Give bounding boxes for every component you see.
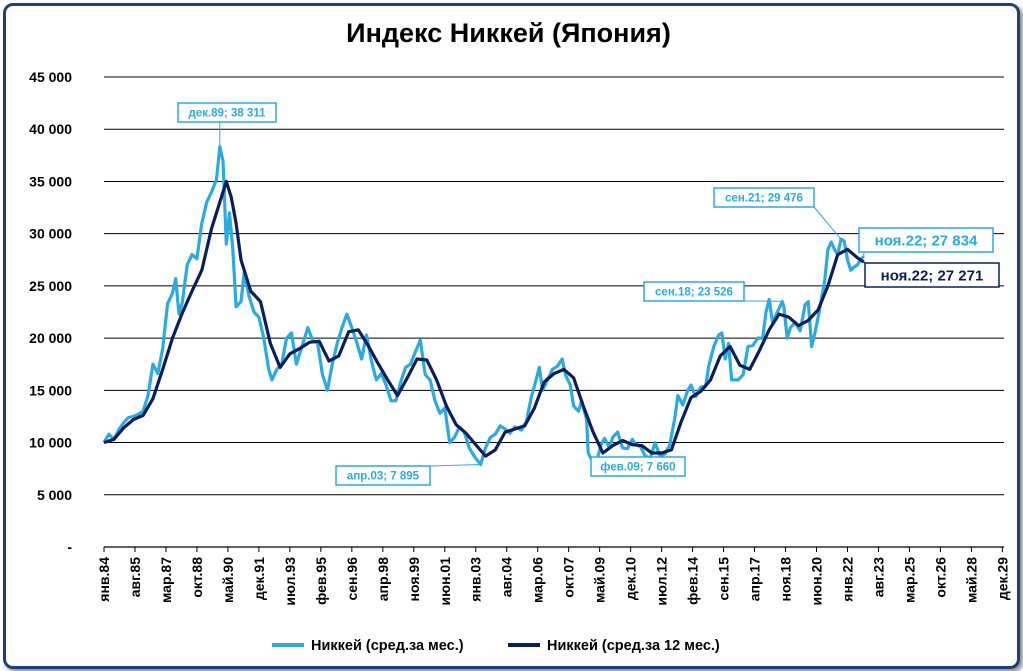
y-tick-label: 45 000 (29, 69, 72, 85)
x-tick-label: авг.04 (499, 557, 515, 597)
x-tick-label: окт.26 (932, 557, 948, 598)
x-tick-label: авг.23 (870, 557, 886, 597)
x-tick-label: мар.87 (158, 557, 174, 603)
legend-label-monthly: Никкей (сред.за мес.) (311, 638, 464, 654)
annotation-box (335, 465, 431, 486)
x-tick-label: май.90 (220, 557, 236, 603)
annotation-label: апр.03; 7 895 (347, 471, 420, 483)
x-tick-label: окт.88 (189, 557, 205, 598)
annotation-box (713, 187, 815, 208)
annotation-label: ноя.22; 27 271 (881, 267, 984, 284)
series-line-monthly (102, 145, 865, 469)
x-tick-label: окт.07 (561, 557, 577, 598)
x-tick-label: янв.84 (96, 557, 112, 602)
y-tick-label: 5 000 (37, 487, 72, 503)
x-tick-label: мар.25 (901, 557, 917, 603)
y-tick-label: 40 000 (29, 121, 72, 137)
y-tick-label: 30 000 (29, 226, 72, 242)
x-tick-label: янв.03 (468, 557, 484, 602)
annotation-leader (429, 464, 481, 467)
y-tick-label: 10 000 (29, 435, 72, 451)
x-tick-label: фев.95 (313, 557, 329, 605)
x-tick-label: июл.12 (654, 557, 670, 606)
annotation-label: дек.89; 38 311 (188, 108, 266, 120)
gridlines (104, 76, 1004, 496)
annotation-box (858, 227, 994, 253)
x-axis: янв.84 авг.85 мар.87 окт.88 май.90 дек.91 июл.… (96, 546, 1010, 606)
annotation-label: сен.18; 23 526 (655, 287, 733, 299)
y-tick-label: 20 000 (29, 330, 72, 346)
y-tick-label: 15 000 (29, 382, 72, 398)
y-tick-label: - (67, 539, 72, 555)
annotation-label: фев.09; 7 660 (600, 462, 675, 474)
x-tick-label: ноя.18 (778, 557, 794, 602)
y-tick-label: 25 000 (29, 278, 72, 294)
x-tick-label: июл.93 (282, 557, 298, 606)
x-tick-label: дек.10 (623, 557, 639, 600)
x-tick-label: ноя.99 (406, 557, 422, 602)
annotation-label: ноя.22; 27 834 (875, 232, 978, 249)
annotations: дек.89; 38 311 апр.03; 7 895 фев.09; 7 660… (177, 102, 1000, 486)
x-tick-label: май.09 (592, 557, 608, 603)
x-tick-label: сен.96 (344, 557, 360, 601)
annotation-box (590, 456, 686, 477)
x-tick-label: июн.20 (809, 557, 825, 606)
annotation-leader (813, 206, 842, 240)
chart-title: Индекс Никкей (Япония) (346, 18, 671, 48)
legend: Никкей (сред.за мес.) Никкей (сред.за 12… (272, 638, 720, 654)
y-axis-ticks: - 5 000 10 000 15 000 20 000 25 000 30 000 35 0… (29, 69, 72, 555)
x-tick-label: мар.06 (530, 557, 546, 603)
x-tick-label: апр.98 (375, 557, 391, 601)
series-lines (102, 145, 865, 469)
x-tick-label: сен.15 (716, 557, 732, 601)
x-tick-label: апр.17 (747, 557, 763, 601)
legend-label-annual: Никкей (сред.за 12 мес.) (547, 638, 720, 654)
x-tick-label: янв.22 (839, 557, 855, 602)
x-tick-label: июн.01 (437, 557, 453, 606)
annotation-box (177, 102, 277, 123)
x-tick-label: май.28 (963, 557, 979, 603)
x-tick-label: дек.91 (251, 557, 267, 600)
series-line-annual (103, 179, 865, 458)
annotation-box (864, 262, 1000, 288)
annotation-label: сен.21; 29 476 (725, 193, 803, 205)
x-tick-label: фев.14 (685, 557, 701, 605)
annotation-box (643, 281, 745, 302)
x-tick-label: авг.85 (127, 557, 143, 597)
x-tick-label: дек.29 (994, 557, 1010, 600)
y-tick-label: 35 000 (29, 173, 72, 189)
